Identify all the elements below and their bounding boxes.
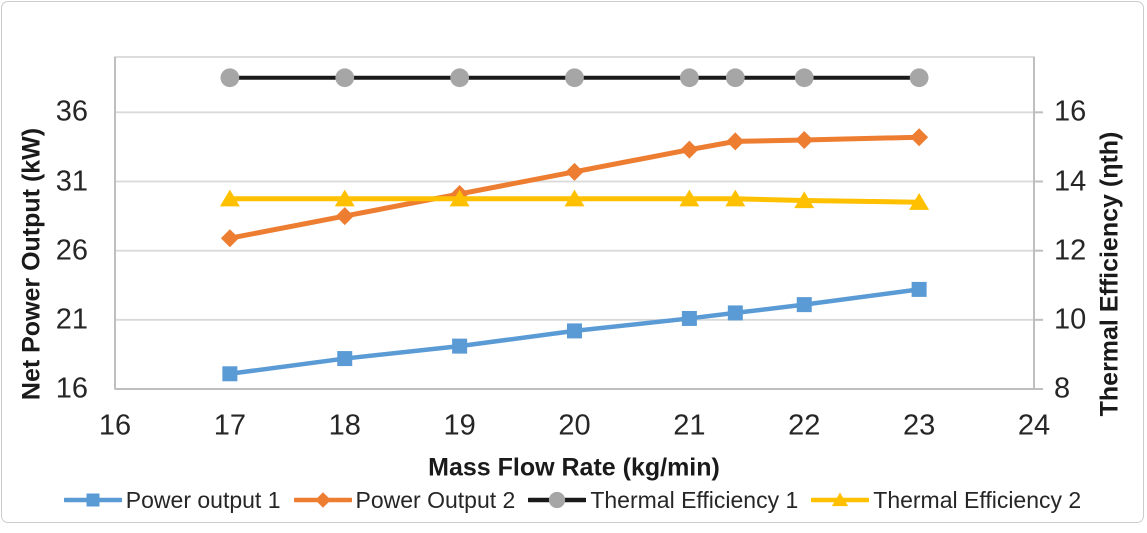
triangle-marker xyxy=(564,189,585,207)
diamond-marker xyxy=(335,207,354,226)
legend-item-power-output-2: Power Output 2 xyxy=(293,486,516,514)
x-tick-label: 16 xyxy=(98,409,132,442)
circle-marker xyxy=(549,491,566,509)
series-thermal-efficiency-1 xyxy=(220,68,929,88)
triangle-marker xyxy=(909,193,930,210)
y-left-tick-label: 21 xyxy=(55,303,88,336)
series-power-output-2 xyxy=(220,128,929,248)
legend-circle-glyph xyxy=(528,491,587,509)
x-tick-label: 23 xyxy=(902,409,936,442)
plot-border xyxy=(114,56,1035,390)
x-tick-label: 22 xyxy=(788,409,821,442)
chart-figure: Net Power Output (kW) Thermal Efficiency… xyxy=(1,1,1144,523)
legend-label: Thermal Efficiency 1 xyxy=(590,486,799,513)
series-power-output-2-line xyxy=(227,134,922,241)
triangle-marker xyxy=(449,189,470,207)
right-axis-title: Thermal Efficiency (ηth) xyxy=(1095,131,1124,417)
y-right-tick-label: 14 xyxy=(1054,165,1087,197)
y-right-tick-label: 16 xyxy=(1054,95,1087,128)
y-right-tick-label: 12 xyxy=(1054,234,1087,267)
diamond-marker xyxy=(726,132,745,151)
diamond-marker xyxy=(910,128,929,147)
y-left-tick-label: 16 xyxy=(55,372,88,405)
square-marker xyxy=(727,305,743,321)
gridlines xyxy=(115,111,1034,321)
y-left-tick-label: 36 xyxy=(55,95,88,128)
y-left-tick-label: 26 xyxy=(55,234,88,267)
legend-diamond-glyph xyxy=(293,492,352,508)
legend-square-glyph xyxy=(63,493,122,507)
triangle-marker xyxy=(832,492,849,507)
legend-label: Power Output 2 xyxy=(355,486,516,513)
circle-marker xyxy=(680,68,699,88)
x-tick-label: 21 xyxy=(673,409,706,442)
square-marker xyxy=(222,366,238,382)
x-tick-label: 24 xyxy=(1017,409,1051,442)
left-axis-title: Net Power Output (kW) xyxy=(17,127,46,401)
square-marker xyxy=(337,351,353,367)
triangle-marker xyxy=(334,189,355,207)
circle-marker xyxy=(565,68,584,88)
series-thermal-efficiency-2-line xyxy=(227,196,922,205)
square-marker xyxy=(452,338,468,354)
legend-item-power-output-1: Power output 1 xyxy=(63,486,281,514)
diamond-marker xyxy=(314,492,331,508)
circle-marker xyxy=(450,68,469,88)
x-tick-label: 20 xyxy=(558,409,591,442)
series-thermal-efficiency-2 xyxy=(219,189,930,210)
diamond-marker xyxy=(565,162,584,181)
x-tick-label: 18 xyxy=(328,409,361,442)
x-tick-label: 17 xyxy=(213,409,247,442)
square-marker xyxy=(681,310,697,326)
square-marker xyxy=(86,493,100,507)
series-power-output-1 xyxy=(222,281,927,382)
circle-marker xyxy=(794,68,814,88)
legend-label: Thermal Efficiency 2 xyxy=(873,486,1082,513)
x-axis-title: Mass Flow Rate (kg/min) xyxy=(428,453,720,482)
circle-marker xyxy=(220,68,240,88)
legend: Power output 1 Power Output 2 Thermal Effi… xyxy=(2,485,1143,515)
plot-area xyxy=(114,56,1043,390)
square-marker xyxy=(911,281,927,297)
legend-triangle-glyph xyxy=(811,492,870,507)
x-tick-label: 19 xyxy=(443,409,476,442)
circle-marker xyxy=(725,68,745,88)
circle-marker xyxy=(909,68,929,88)
triangle-marker xyxy=(219,189,240,207)
legend-label: Power output 1 xyxy=(125,486,281,513)
square-marker xyxy=(567,323,582,339)
circle-marker xyxy=(335,68,355,88)
legend-item-thermal-efficiency-2: Thermal Efficiency 2 xyxy=(811,487,1081,514)
diamond-marker xyxy=(795,131,814,149)
axis-lines xyxy=(114,57,1043,390)
diamond-marker xyxy=(680,140,699,159)
y-right-tick-label: 8 xyxy=(1054,372,1071,405)
triangle-marker xyxy=(725,189,746,207)
square-marker xyxy=(796,297,812,313)
triangle-marker xyxy=(679,189,700,207)
triangle-marker xyxy=(794,191,815,209)
y-left-tick-label: 31 xyxy=(55,165,88,197)
legend-item-thermal-efficiency-1: Thermal Efficiency 1 xyxy=(528,487,798,514)
y-right-tick-label: 10 xyxy=(1054,303,1087,336)
series-power-output-1-line xyxy=(227,287,922,377)
diamond-marker xyxy=(220,229,239,248)
